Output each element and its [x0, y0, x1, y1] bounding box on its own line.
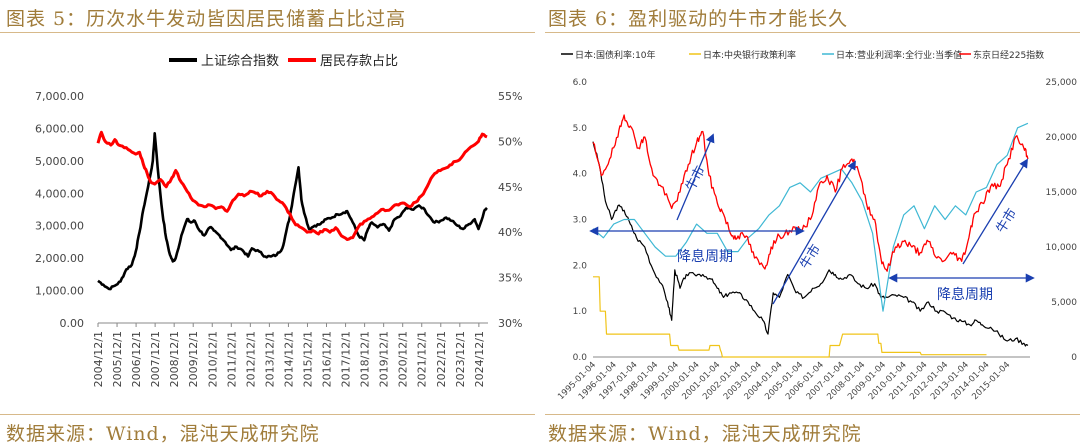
x-tick-label: 2015/12/1	[301, 331, 314, 387]
legend-label: 日本:营业利润率:全行业:当季值	[836, 49, 962, 61]
x-tick-label: 2022/12/1	[435, 331, 448, 387]
bull-arrow-3	[962, 158, 1028, 265]
bull-label-1: 牛市	[682, 163, 708, 193]
left-tick-label: 5,000.00	[35, 155, 84, 168]
rate-cut-label-2: 降息周期	[937, 286, 993, 303]
x-tick-label: 2023/12/1	[454, 331, 467, 387]
right-tick-label: 50%	[498, 135, 522, 148]
x-tick-label: 2016/12/1	[321, 331, 334, 387]
right-tick-label: 15,000	[1046, 188, 1078, 198]
series-nikkei-225	[592, 114, 1029, 272]
chart1-right-axis: 55% 50% 45% 40% 35% 30%	[498, 90, 522, 330]
chart2-series	[592, 114, 1029, 358]
chart2-legend: 日本:国债利率:10年 日本:中央银行政策利率 日本:营业利润率:全行业:当季值 东京…	[561, 49, 1044, 61]
series-household-deposit-share	[96, 130, 488, 241]
x-tick-label: 2007/12/1	[149, 331, 162, 387]
chart2-right-axis: 25,000 20,000 15,000 10,000 5,000 0	[1046, 78, 1078, 363]
chart1-bottom-rule	[0, 414, 535, 415]
x-tick-label: 2013/12/1	[263, 331, 276, 387]
bull-arrow-1	[676, 133, 715, 221]
series-boj-policy-rate	[593, 276, 987, 358]
x-tick-label: 2005/12/1	[111, 331, 124, 387]
chart1-top-rule	[0, 32, 535, 33]
x-tick-label: 2011/12/1	[225, 331, 238, 387]
legend-label: 日本:国债利率:10年	[575, 49, 656, 61]
right-tick-label: 0	[1071, 353, 1077, 363]
left-tick-label: 1.0	[573, 307, 588, 317]
x-tick-label: 2019/12/1	[378, 331, 391, 387]
chart2-plot: 日本:国债利率:10年 日本:中央银行政策利率 日本:营业利润率:全行业:当季值 东京…	[556, 49, 1078, 402]
chart1-source: 数据来源：Wind，混沌天成研究院	[6, 423, 320, 445]
x-tick-label: 2017/12/1	[340, 331, 353, 387]
left-tick-label: 6,000.00	[35, 122, 84, 135]
left-tick-label: 6.0	[573, 78, 588, 88]
x-tick-label: 2008/12/1	[168, 331, 181, 387]
right-tick-label: 30%	[498, 317, 522, 330]
bull-label-3: 牛市	[993, 206, 1020, 237]
chart1-title: 图表 5：历次水牛发动皆因居民储蓄占比过高	[6, 8, 407, 30]
x-tick-label: 2021/12/1	[416, 331, 429, 387]
x-tick-label: 2014/12/1	[282, 331, 295, 387]
rate-cut-label-1: 降息周期	[677, 248, 733, 265]
right-tick-label: 35%	[498, 272, 522, 285]
chart2-x-axis: 1995-01-041996-01-041997-01-041998-01-04…	[556, 360, 1012, 402]
right-tick-label: 25,000	[1046, 78, 1078, 88]
right-tick-label: 40%	[498, 226, 522, 239]
right-tick-label: 55%	[498, 90, 522, 103]
left-tick-label: 5.0	[573, 124, 588, 134]
x-tick-label: 2009/12/1	[187, 331, 200, 387]
chart2-left-axis: 6.0 5.0 4.0 3.0 2.0 1.0 0.0	[573, 78, 588, 363]
left-tick-label: 3,000.00	[35, 220, 84, 233]
right-tick-label: 10,000	[1046, 243, 1078, 253]
x-tick-label: 2010/12/1	[206, 331, 219, 387]
chart2-title: 图表 6：盈利驱动的牛市才能长久	[548, 8, 849, 30]
chart1-plot: 上证综合指数 居民存款占比 7,000.00 6,000.00 5,000.00 4,…	[35, 54, 522, 387]
chart1-x-axis: 2004/12/1 2005/12/1 2006/12/1 2007/12/1 2008…	[92, 323, 486, 387]
right-tick-label: 45%	[498, 181, 522, 194]
legend-label-shanghai: 上证综合指数	[201, 54, 279, 69]
legend-label-deposit: 居民存款占比	[320, 54, 398, 69]
x-tick-label: 2024/12/1	[473, 331, 486, 387]
left-tick-label: 7,000.00	[35, 90, 84, 103]
chart1-left-axis: 7,000.00 6,000.00 5,000.00 4,000.00 3,000.00…	[35, 90, 84, 330]
x-tick-label: 2004/12/1	[92, 331, 105, 387]
series-operating-margin	[592, 122, 1029, 312]
legend-label: 日本:中央银行政策利率	[703, 49, 796, 61]
left-tick-label: 0.00	[60, 317, 85, 330]
left-tick-label: 3.0	[573, 216, 588, 226]
right-tick-label: 5,000	[1051, 298, 1077, 308]
left-tick-label: 1,000.00	[35, 285, 84, 298]
right-tick-label: 20,000	[1046, 133, 1078, 143]
series-jgb-10y	[592, 141, 1029, 347]
x-tick-label: 2012/12/1	[244, 331, 257, 387]
left-tick-label: 0.0	[573, 353, 588, 363]
chart2-source: 数据来源：Wind，混沌天成研究院	[548, 423, 862, 445]
chart2-top-rule	[545, 32, 1080, 33]
legend-label: 东京日经225指数	[973, 49, 1044, 61]
chart1-legend: 上证综合指数 居民存款占比	[169, 54, 398, 69]
chart1-series	[96, 130, 488, 291]
series-shanghai-index	[97, 132, 488, 291]
bull-arrow-2	[772, 160, 856, 305]
left-tick-label: 2.0	[573, 261, 588, 271]
chart2-bottom-rule	[545, 414, 1080, 415]
x-tick-label: 2018/12/1	[359, 331, 372, 387]
left-tick-label: 2,000.00	[35, 252, 84, 265]
left-tick-label: 4.0	[573, 170, 588, 180]
x-tick-label: 2006/12/1	[130, 331, 143, 387]
left-tick-label: 4,000.00	[35, 187, 84, 200]
x-tick-label: 2020/12/1	[397, 331, 410, 387]
